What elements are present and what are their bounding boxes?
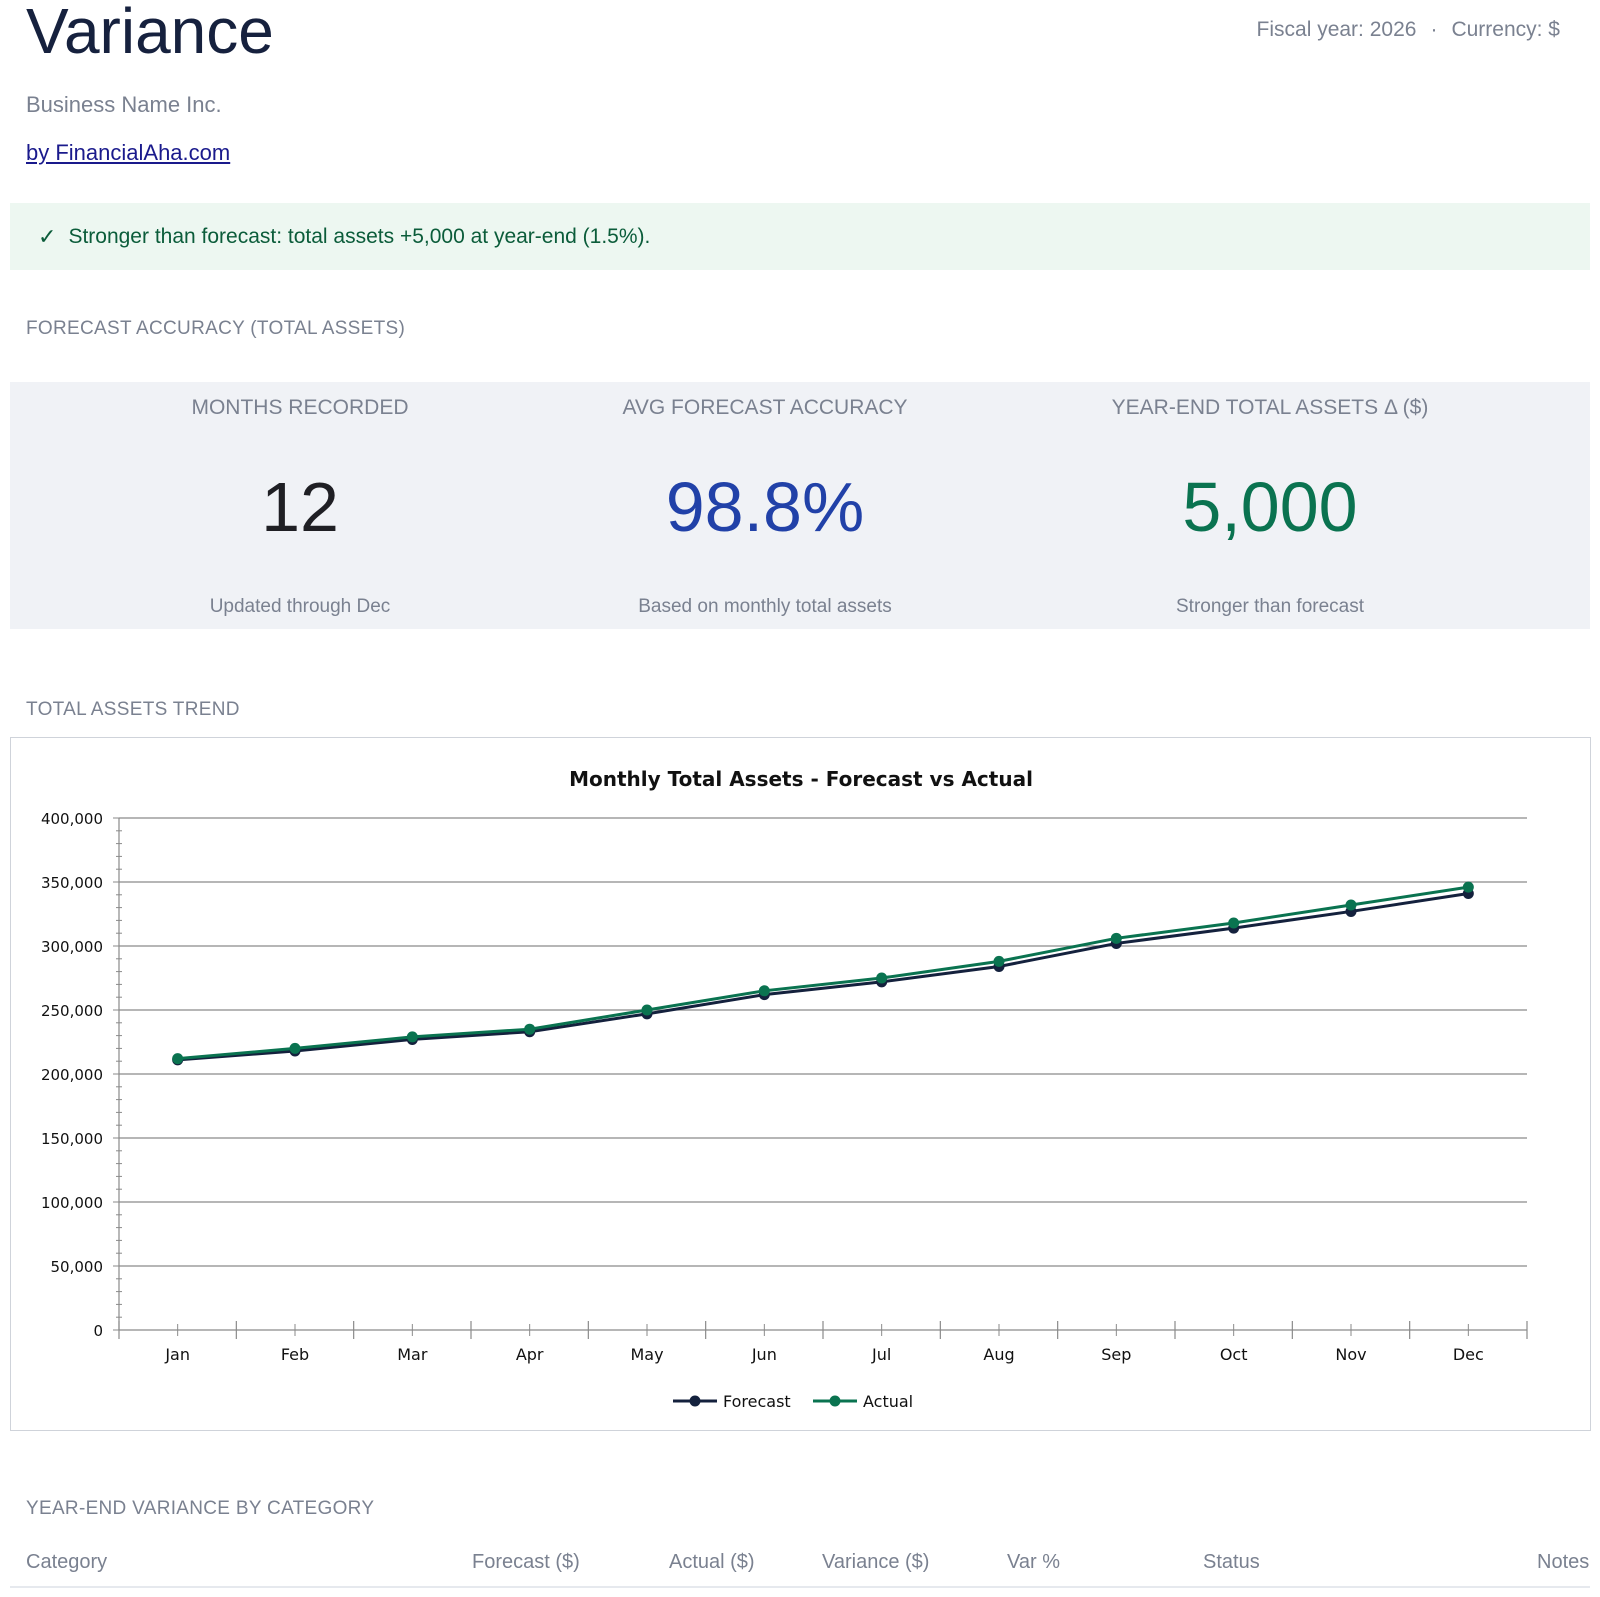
- column-header-status[interactable]: Status: [1203, 1551, 1260, 1573]
- column-header-actual[interactable]: Actual ($): [669, 1551, 755, 1573]
- data-point-actual: [641, 1004, 653, 1016]
- y-tick-label: 350,000: [41, 874, 103, 892]
- data-point-actual: [524, 1023, 536, 1035]
- column-header-forecast[interactable]: Forecast ($): [472, 1551, 580, 1573]
- data-point-actual: [758, 985, 770, 997]
- column-header-variance[interactable]: Variance ($): [822, 1551, 930, 1573]
- kpi-avg-accuracy: AVG FORECAST ACCURACY 98.8% Based on mon…: [550, 382, 980, 629]
- legend-marker: [829, 1395, 841, 1407]
- chart-legend: Forecast Actual: [673, 1392, 913, 1411]
- chart-grid: [119, 817, 1527, 1267]
- data-point-actual: [1345, 899, 1357, 911]
- x-tick-label: Jul: [871, 1345, 891, 1364]
- y-tick-label: 150,000: [41, 1130, 103, 1148]
- banner-text: Stronger than forecast: total assets +5,…: [68, 224, 651, 248]
- data-point-actual: [1462, 881, 1474, 893]
- table-divider: [10, 1586, 1590, 1588]
- y-tick-label: 400,000: [41, 810, 103, 828]
- column-header-var-pct[interactable]: Var %: [1007, 1551, 1060, 1573]
- chart-axes: 0 50,000 100,000 150,000 200,000 250,000 300,0…: [41, 810, 1528, 1364]
- chart-series: [172, 881, 1474, 1066]
- kpi-sub: Based on monthly total assets: [638, 596, 892, 617]
- y-tick-label: 200,000: [41, 1066, 103, 1084]
- x-tick-label: Feb: [281, 1345, 309, 1364]
- kpi-value: 98.8%: [665, 468, 865, 546]
- column-header-notes[interactable]: Notes: [1537, 1551, 1590, 1573]
- data-point-actual: [993, 955, 1005, 967]
- kpi-sub: Stronger than forecast: [1176, 596, 1364, 617]
- data-point-actual: [1228, 917, 1240, 929]
- x-tick-label: Jan: [164, 1345, 190, 1364]
- legend-label: Forecast: [723, 1392, 791, 1411]
- byline-link[interactable]: by FinancialAha.com: [26, 140, 231, 165]
- kpi-year-end-delta: YEAR-END TOTAL ASSETS Δ ($) 5,000 Strong…: [1050, 382, 1490, 629]
- series-line-actual: [177, 885, 1469, 1061]
- y-tick-label: 100,000: [41, 1194, 103, 1212]
- column-header-category[interactable]: Category: [26, 1551, 108, 1573]
- currency-label: Currency: $: [1451, 18, 1560, 41]
- chart-title: Monthly Total Assets - Forecast vs Actua…: [569, 767, 1033, 791]
- x-tick-label: Sep: [1101, 1345, 1131, 1364]
- trend-chart-svg: Monthly Total Assets - Forecast vs Actua…: [41, 767, 1528, 1411]
- meta-separator: ·: [1430, 18, 1438, 41]
- kpi-value: 5,000: [1182, 468, 1358, 546]
- x-tick-label: Dec: [1453, 1345, 1484, 1364]
- kpi-label: AVG FORECAST ACCURACY: [622, 396, 908, 419]
- x-tick-label: Mar: [397, 1345, 428, 1364]
- y-tick-label: 50,000: [51, 1258, 104, 1276]
- x-tick-label: May: [630, 1345, 663, 1364]
- data-point-actual: [172, 1053, 184, 1065]
- kpi-sub: Updated through Dec: [209, 596, 391, 617]
- y-tick-label: 0: [93, 1322, 103, 1340]
- legend-label: Actual: [863, 1392, 913, 1411]
- section-label-accuracy: FORECAST ACCURACY (TOTAL ASSETS): [26, 318, 406, 339]
- trend-chart: Monthly Total Assets - Forecast vs Actua…: [10, 737, 1591, 1431]
- y-tick-label: 300,000: [41, 938, 103, 956]
- kpi-label: MONTHS RECORDED: [191, 396, 409, 419]
- x-tick-label: Nov: [1335, 1345, 1366, 1364]
- data-point-actual: [289, 1042, 301, 1054]
- data-point-actual: [1110, 932, 1122, 944]
- fiscal-year-label: Fiscal year: 2026: [1256, 18, 1417, 41]
- page-title: Variance: [26, 0, 274, 67]
- company-name: Business Name Inc.: [26, 92, 222, 117]
- kpi-label: YEAR-END TOTAL ASSETS Δ ($): [1111, 396, 1429, 419]
- section-label-category: YEAR-END VARIANCE BY CATEGORY: [26, 1498, 375, 1519]
- kpi-value: 12: [261, 468, 339, 546]
- check-icon: ✓: [38, 223, 57, 249]
- section-label-trend: TOTAL ASSETS TREND: [26, 699, 240, 720]
- page-meta: Fiscal year: 2026 · Currency: $: [1257, 18, 1560, 42]
- kpi-months-recorded: MONTHS RECORDED 12 Updated through Dec: [90, 382, 510, 629]
- x-tick-label: Jun: [751, 1345, 777, 1364]
- y-tick-label: 250,000: [41, 1002, 103, 1020]
- variance-table-header: Category Forecast ($) Actual ($) Varianc…: [0, 1551, 1600, 1587]
- x-tick-label: Apr: [516, 1345, 544, 1364]
- x-tick-label: Oct: [1220, 1345, 1248, 1364]
- kpi-panel: MONTHS RECORDED 12 Updated through Dec A…: [10, 382, 1590, 629]
- series-line-forecast: [177, 892, 1469, 1062]
- legend-marker: [689, 1395, 701, 1407]
- x-tick-label: Aug: [983, 1345, 1014, 1364]
- data-point-actual: [406, 1031, 418, 1043]
- data-point-actual: [876, 972, 888, 984]
- status-banner: ✓ Stronger than forecast: total assets +…: [10, 203, 1590, 270]
